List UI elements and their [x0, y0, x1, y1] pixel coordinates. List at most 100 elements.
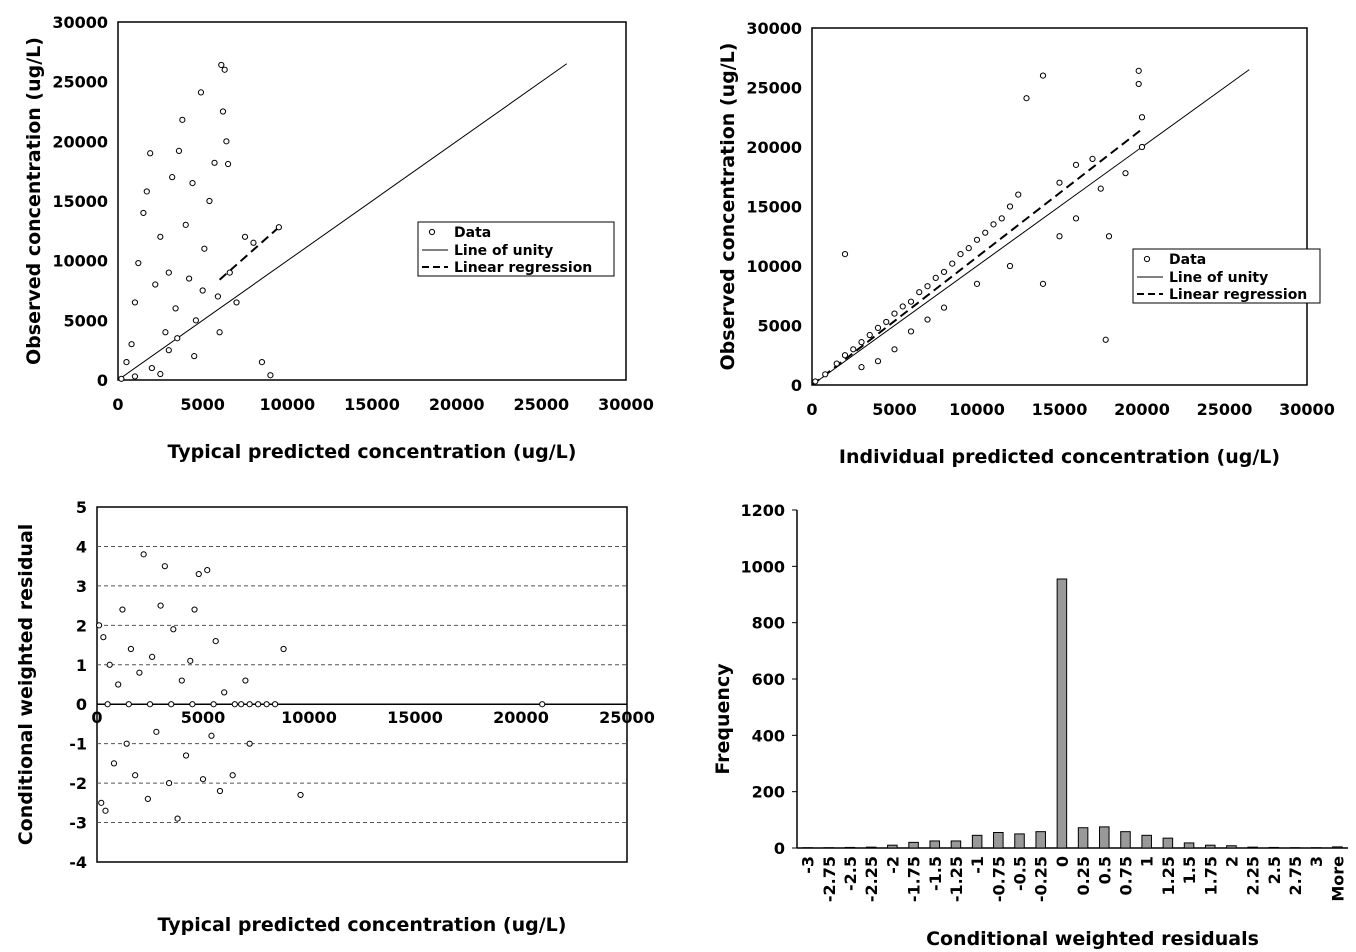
bar	[1035, 831, 1046, 849]
bar	[1141, 834, 1152, 849]
y-axis-label: Frequency	[712, 663, 734, 775]
bar	[1077, 827, 1089, 849]
data-point	[250, 239, 257, 246]
data-point	[866, 331, 873, 339]
data-point	[267, 372, 274, 379]
data-point	[1138, 114, 1146, 121]
data-point	[191, 606, 198, 613]
data-point	[1122, 170, 1129, 177]
x-tick-label: -2.75	[820, 856, 839, 902]
x-tick-label: 0	[806, 400, 817, 419]
bar	[1014, 833, 1025, 849]
data-point	[965, 245, 972, 252]
x-tick-label: 20000	[429, 395, 485, 414]
data-point	[1105, 233, 1113, 240]
bar	[1099, 826, 1110, 849]
bar	[1332, 846, 1343, 849]
y-tick-label: 1200	[740, 501, 785, 520]
x-tick-label: 15000	[1032, 400, 1088, 419]
bar	[971, 834, 983, 849]
y-tick-label: 10000	[746, 257, 802, 276]
data-point	[275, 224, 282, 231]
x-tick-label: -1.5	[926, 856, 945, 891]
x-tick-label: 1.5	[1180, 856, 1199, 884]
y-tick-label: 0	[791, 376, 802, 395]
x-axis-label: Typical predicted concentration (ug/L)	[168, 441, 577, 463]
data-point	[168, 701, 175, 708]
y-tick-label: -4	[69, 853, 87, 872]
data-point	[165, 269, 172, 276]
data-point	[883, 318, 890, 326]
data-point	[1023, 95, 1030, 102]
data-point	[98, 799, 105, 806]
bar	[1183, 842, 1195, 849]
y-tick-label: 600	[752, 670, 785, 689]
bar	[1162, 837, 1174, 849]
bar	[1056, 578, 1068, 849]
data-point	[127, 645, 135, 653]
data-point	[841, 251, 849, 258]
data-point	[924, 316, 931, 323]
x-tick-label: 5000	[180, 395, 225, 414]
bar	[844, 846, 856, 849]
x-tick-label: 25000	[513, 395, 569, 414]
data-point	[891, 346, 898, 353]
x-tick-label: -0.75	[989, 856, 1008, 902]
x-tick-label: 30000	[1279, 400, 1335, 419]
data-point	[214, 293, 222, 300]
bar	[993, 832, 1004, 849]
legend-label-regression: Linear regression	[1169, 287, 1307, 303]
x-tick-label: 25000	[1197, 400, 1253, 419]
plot-frame	[811, 27, 1308, 386]
data-point	[140, 551, 147, 558]
data-point	[102, 807, 109, 814]
data-point	[858, 339, 865, 346]
y-tick-label: -1	[69, 735, 87, 754]
y-tick-label: 800	[752, 614, 785, 633]
bar	[1226, 845, 1237, 849]
x-tick-label: 0	[112, 395, 123, 414]
x-tick-label: More	[1328, 856, 1347, 902]
data-point	[1097, 185, 1104, 192]
legend-label-data: Data	[454, 225, 491, 241]
data-point	[924, 283, 931, 290]
data-point	[833, 360, 840, 367]
data-point	[226, 269, 233, 276]
data-point	[822, 371, 829, 378]
data-point	[169, 174, 176, 181]
plot-frame	[96, 506, 628, 863]
y-tick-label: 1	[76, 656, 87, 675]
y-tick-label: 0	[97, 371, 108, 390]
bar	[908, 841, 919, 849]
data-point	[271, 701, 279, 708]
data-point	[1138, 143, 1146, 151]
data-point	[115, 681, 122, 688]
legend-label-regression: Linear regression	[454, 260, 592, 276]
x-tick-label: -1.75	[905, 856, 924, 902]
data-point	[174, 815, 181, 822]
data-point	[990, 221, 997, 228]
x-tick-label: 0	[1053, 856, 1072, 867]
data-point	[258, 359, 266, 366]
bar	[1120, 831, 1131, 849]
bar	[887, 844, 898, 849]
y-tick-label: 25000	[746, 79, 802, 98]
x-tick-label: -0.25	[1032, 856, 1051, 902]
data-point	[206, 197, 213, 205]
data-point	[197, 89, 205, 96]
data-point	[223, 138, 230, 145]
data-point	[242, 677, 249, 684]
data-point	[1135, 80, 1142, 88]
data-point	[263, 701, 270, 708]
data-point	[1072, 215, 1080, 222]
data-point	[210, 701, 217, 708]
data-point	[297, 791, 304, 799]
data-point	[204, 567, 211, 574]
x-tick-label: 5000	[181, 708, 226, 727]
data-point	[874, 358, 882, 365]
y-tick-label: 20000	[52, 132, 108, 151]
data-point	[128, 341, 135, 348]
legend-box	[417, 221, 615, 277]
x-tick-label: 0	[91, 708, 102, 727]
data-point	[916, 289, 923, 296]
